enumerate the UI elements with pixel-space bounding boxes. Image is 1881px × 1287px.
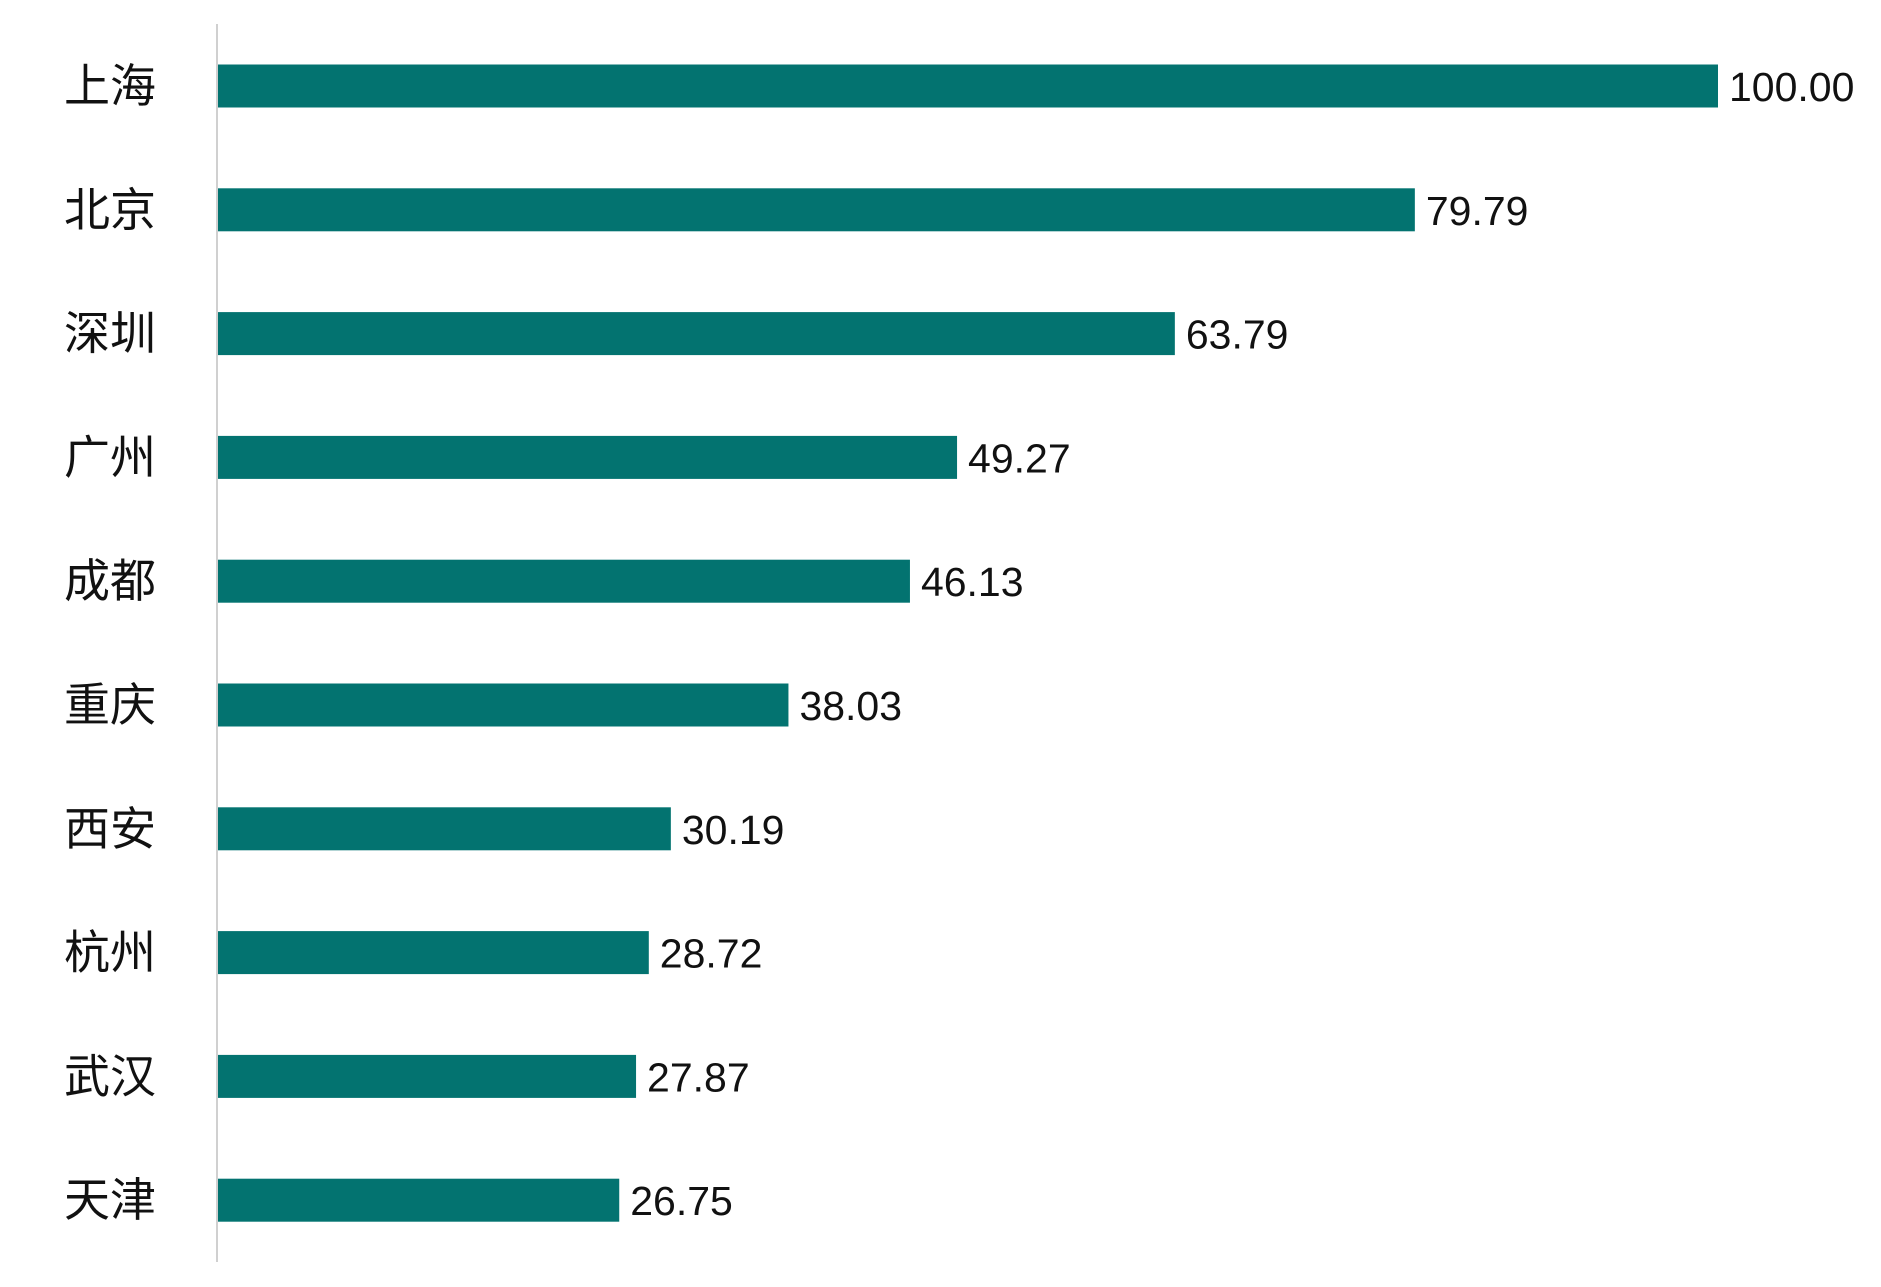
- bar-5: [218, 683, 789, 727]
- bar-7: [218, 931, 649, 975]
- value-label: 63.79: [1186, 312, 1289, 358]
- category-label: 武汉: [64, 1049, 156, 1103]
- category-label: 广州: [64, 430, 156, 484]
- bar-8: [218, 1054, 637, 1098]
- category-label: 杭州: [64, 926, 156, 980]
- value-label: 49.27: [968, 435, 1071, 481]
- bar-4: [218, 559, 910, 603]
- category-label: 西安: [64, 802, 156, 856]
- value-label: 79.79: [1426, 188, 1529, 234]
- value-label: 30.19: [682, 807, 785, 853]
- category-label: 成都: [64, 554, 156, 608]
- value-label: 38.03: [799, 683, 902, 729]
- bar-9: [218, 1178, 620, 1222]
- category-label: 北京: [64, 183, 156, 237]
- value-label: 26.75: [630, 1178, 733, 1224]
- category-label: 重庆: [64, 678, 156, 732]
- bar-1: [218, 188, 1415, 232]
- category-label: 深圳: [64, 307, 156, 361]
- value-label: 100.00: [1729, 64, 1854, 110]
- bar-0: [218, 64, 1718, 108]
- category-label: 上海: [64, 59, 156, 113]
- bar-6: [218, 807, 671, 851]
- value-label: 46.13: [921, 559, 1024, 605]
- value-label: 28.72: [660, 931, 763, 977]
- chart-marks: 上海 100.00 北京 79.79 深圳 63.79 广州 49.27 成都 46.13 重庆 38…: [64, 59, 1854, 1227]
- bar-3: [218, 435, 958, 479]
- bar-2: [218, 312, 1175, 356]
- category-label: 天津: [64, 1173, 156, 1227]
- value-label: 27.87: [647, 1054, 750, 1100]
